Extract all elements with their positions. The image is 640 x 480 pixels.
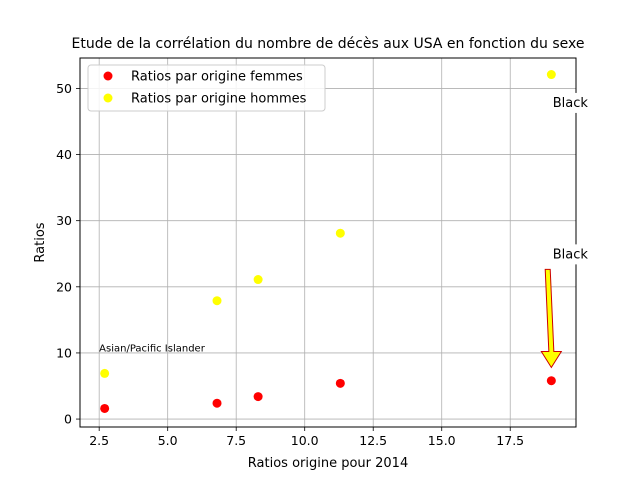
axes-ticks: 2.5 5.0 7.5 10.0 12.5 15.0 17.5 0 10 20 30 40 50	[56, 81, 524, 448]
y-axis-label: Ratios	[33, 222, 48, 262]
plot-frame	[79, 57, 577, 428]
data-point-series-0	[100, 403, 110, 413]
x-axis-label: Ratios origine pour 2014	[248, 456, 408, 471]
legend-box	[87, 64, 326, 112]
x-tick-label: 2.5	[89, 433, 109, 448]
x-tick-label: 10.0	[291, 433, 319, 448]
legend-marker	[103, 93, 113, 103]
data-point-series-1	[335, 228, 345, 238]
x-tick-label: 7.5	[226, 433, 246, 448]
x-tick-label: 12.5	[359, 433, 387, 448]
legend: Ratios par origine femmes Ratios par orig…	[87, 64, 326, 112]
y-tick-label: 10	[56, 345, 72, 360]
data-point-series-1	[253, 275, 263, 285]
annotation-box	[549, 92, 594, 113]
chart-title: Etude de la corrélation du nombre de déc…	[71, 36, 584, 52]
grid	[80, 58, 576, 427]
y-tick-label: 0	[64, 412, 72, 427]
data-point-series-1	[212, 296, 222, 306]
legend-entry: Ratios par origine hommes	[131, 92, 307, 107]
annotation-label: Asian/Pacific Islander	[99, 344, 206, 355]
data-point-series-1	[100, 368, 110, 378]
data-point-series-0	[212, 398, 222, 408]
annotation-box	[549, 244, 594, 265]
legend-entry: Ratios par origine femmes	[131, 70, 303, 85]
y-tick-label: 50	[56, 81, 72, 96]
y-tick-label: 40	[56, 147, 72, 162]
data-points	[100, 70, 556, 413]
data-point-series-0	[253, 392, 263, 402]
x-tick-label: 5.0	[158, 433, 178, 448]
data-point-series-0	[546, 376, 556, 386]
data-point-series-0	[335, 378, 345, 388]
annotations: Black Black Asian/Pacific Islander	[99, 92, 594, 369]
legend-marker	[103, 71, 113, 81]
annotation-label: Black	[553, 96, 589, 111]
y-tick-label: 30	[56, 213, 72, 228]
x-tick-label: 15.0	[428, 433, 456, 448]
data-point-series-1	[546, 70, 556, 80]
annotation-arrow	[540, 268, 563, 369]
y-tick-label: 20	[56, 279, 72, 294]
x-tick-label: 17.5	[496, 433, 524, 448]
annotation-label: Black	[553, 247, 589, 262]
